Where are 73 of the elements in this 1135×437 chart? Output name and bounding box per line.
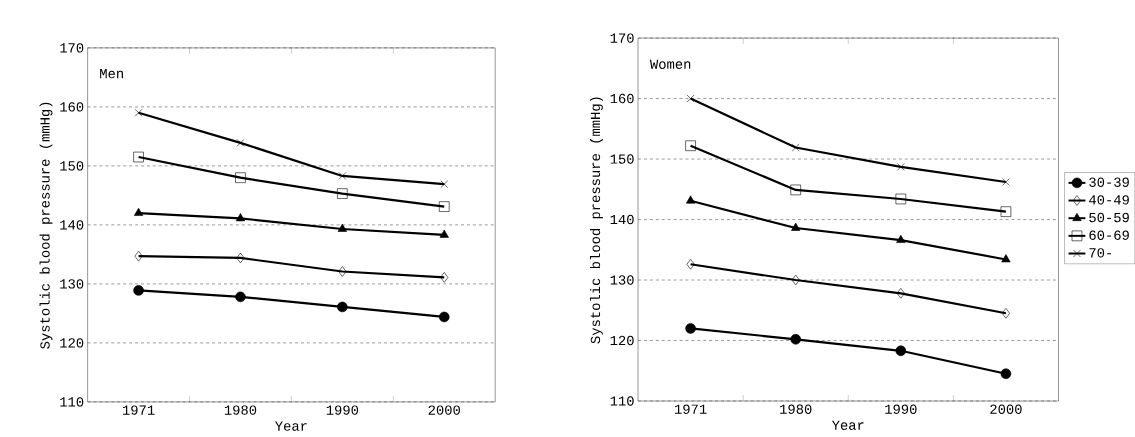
point — [133, 151, 144, 163]
x-tick-label: 2000 — [428, 405, 460, 415]
point — [440, 180, 449, 188]
point — [685, 323, 696, 334]
x-tick-label: 2000 — [990, 404, 1022, 414]
y-tick-label: 150 — [60, 161, 84, 171]
x-axis-title: Year — [275, 421, 307, 431]
y-tick-label: 150 — [610, 154, 634, 164]
point — [440, 272, 449, 283]
point — [235, 172, 246, 183]
point — [897, 162, 905, 171]
x-tick-label: 1971 — [675, 404, 707, 414]
point — [896, 287, 905, 299]
legend-label: 70- — [1089, 248, 1112, 258]
x-tick-label: 1990 — [326, 405, 359, 415]
y-axis-title: Systolic blood pressure (mmHg) — [39, 102, 53, 349]
point — [685, 140, 696, 151]
point — [1001, 254, 1011, 263]
point — [439, 229, 449, 238]
point — [133, 284, 144, 296]
point — [1001, 307, 1010, 319]
point — [686, 195, 696, 204]
point — [134, 108, 143, 117]
y-tick-label: 130 — [610, 275, 634, 285]
y-tick-label: 140 — [610, 214, 634, 225]
y-tick-label: 120 — [610, 335, 634, 346]
x-tick-label: 1980 — [780, 404, 812, 414]
point — [438, 311, 450, 323]
point — [337, 223, 347, 232]
point — [236, 138, 245, 147]
point — [1002, 178, 1010, 186]
y-axis-title: Systolic blood pressure (mmHg) — [589, 97, 603, 344]
y-tick-label: 110 — [60, 397, 84, 407]
point — [235, 213, 246, 222]
point — [338, 171, 347, 180]
y-tick-label: 170 — [60, 43, 84, 53]
point — [1000, 206, 1012, 217]
x-tick-label: 1990 — [885, 404, 917, 414]
point — [337, 301, 348, 313]
legend-label: 50-59 — [1089, 212, 1129, 223]
point — [438, 201, 450, 212]
point — [235, 291, 246, 302]
x-tick-label: 1980 — [224, 405, 257, 415]
y-tick-label: 140 — [60, 220, 84, 230]
legend-label: 40-49 — [1089, 195, 1129, 205]
y-tick-label: 130 — [60, 279, 84, 289]
point — [895, 345, 907, 356]
point — [337, 188, 348, 199]
point — [895, 193, 907, 205]
annotation: Women — [649, 59, 691, 69]
point — [686, 258, 695, 270]
point — [1000, 368, 1012, 379]
point — [790, 184, 801, 196]
y-tick-label: 160 — [60, 102, 84, 112]
legend-label: 30-39 — [1089, 177, 1129, 187]
point — [791, 222, 801, 231]
x-axis-title: Year — [831, 420, 864, 430]
y-tick-label: 160 — [610, 93, 634, 104]
point — [791, 143, 800, 152]
y-tick-label: 120 — [60, 338, 84, 348]
point — [236, 252, 245, 264]
point — [791, 274, 800, 286]
point — [686, 94, 695, 103]
y-tick-label: 170 — [610, 33, 634, 43]
point — [896, 234, 906, 243]
point — [790, 333, 801, 345]
point — [133, 207, 144, 216]
annotation: Men — [100, 68, 123, 79]
y-tick-label: 110 — [610, 396, 634, 406]
point — [338, 266, 347, 277]
legend-label: 60-69 — [1089, 230, 1129, 240]
point — [134, 250, 143, 262]
x-tick-label: 1971 — [122, 405, 155, 415]
